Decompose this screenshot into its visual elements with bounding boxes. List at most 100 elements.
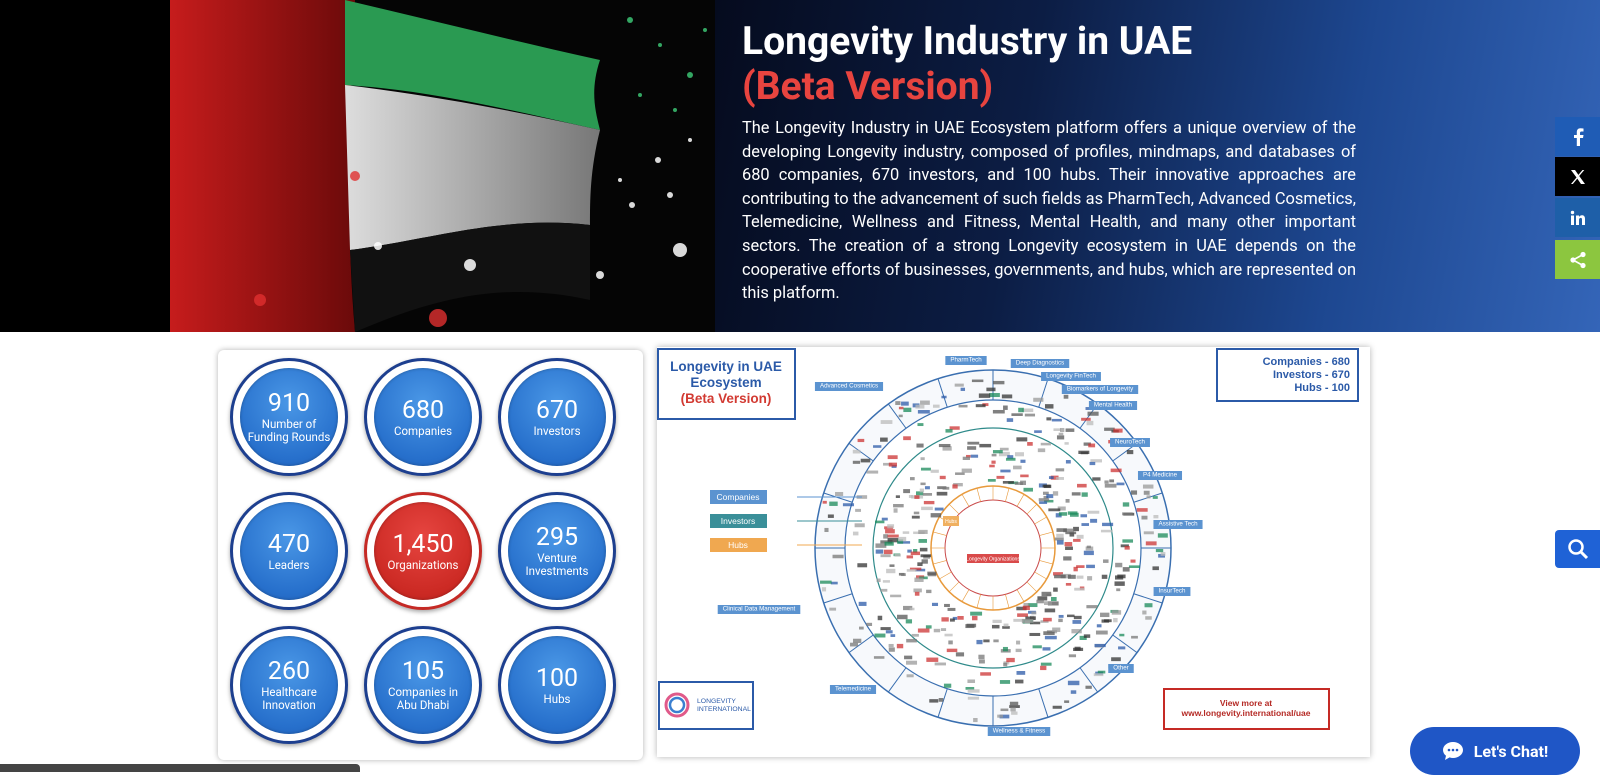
logo-placeholder xyxy=(924,486,930,490)
logo-placeholder xyxy=(1006,657,1015,663)
logo-placeholder xyxy=(1064,542,1073,547)
logo-placeholder xyxy=(931,602,939,607)
logo-placeholder xyxy=(842,503,855,507)
logo-placeholder xyxy=(1015,648,1022,653)
logo-placeholder xyxy=(1085,407,1091,410)
logo-placeholder xyxy=(978,654,985,660)
logo-placeholder xyxy=(1115,562,1123,568)
logo-placeholder xyxy=(1003,662,1008,667)
logo-placeholder xyxy=(885,529,895,534)
logo-placeholder xyxy=(1103,559,1109,563)
stat-circle: 1,450 Organizations xyxy=(364,492,482,610)
logo-placeholder xyxy=(989,393,1000,398)
logo-placeholder xyxy=(920,457,925,461)
logo-placeholder xyxy=(919,547,928,552)
logo-placeholder xyxy=(820,580,832,584)
ecosystem-card[interactable]: Hubs Longevity Organizations PharmTech Deep… xyxy=(657,347,1370,757)
logo-placeholder xyxy=(1065,531,1077,535)
facebook-share[interactable] xyxy=(1555,117,1600,156)
hub-divider xyxy=(961,494,970,507)
logo-placeholder xyxy=(1027,442,1033,446)
logo-placeholder xyxy=(1145,541,1157,546)
logo-placeholder xyxy=(905,660,918,665)
logo-placeholder xyxy=(906,555,914,559)
hub-divider xyxy=(1005,488,1010,502)
logo-placeholder xyxy=(1102,522,1114,527)
logo-placeholder xyxy=(903,407,912,413)
stat-label: Companies xyxy=(393,423,453,438)
logo-placeholder xyxy=(1065,428,1075,432)
logo-placeholder xyxy=(925,625,932,629)
linkedin-share[interactable] xyxy=(1555,198,1600,237)
stat-label: Number of Funding Rounds xyxy=(247,417,331,444)
hub-divider xyxy=(1039,531,1053,536)
stats-card: 910 Number of Funding Rounds 680 Companies 6… xyxy=(218,350,643,760)
logo-placeholder xyxy=(1050,597,1057,602)
category-label: P4 Medicine xyxy=(1143,472,1178,479)
logo-placeholder xyxy=(973,718,978,723)
logo-placeholder xyxy=(1040,662,1052,666)
logo-placeholder xyxy=(1031,611,1037,615)
logo-placeholder xyxy=(1046,417,1052,421)
logo-placeholder xyxy=(957,615,964,620)
logo-placeholder xyxy=(1057,506,1066,511)
logo-placeholder xyxy=(1002,480,1014,484)
logo-placeholder xyxy=(943,683,952,688)
logo-placeholder xyxy=(1087,411,1099,416)
logo-placeholder xyxy=(895,401,901,405)
logo-placeholder xyxy=(944,603,950,608)
logo-placeholder xyxy=(884,541,894,546)
logo-placeholder xyxy=(1024,413,1036,417)
category-box xyxy=(987,727,1051,736)
stat-value: 670 xyxy=(535,395,579,425)
mindmap-title: Ecosystem xyxy=(690,375,761,390)
logo-placeholder xyxy=(910,551,921,556)
logo-placeholder xyxy=(1092,477,1101,481)
logo-placeholder xyxy=(901,573,906,577)
logo-placeholder xyxy=(962,456,970,460)
logo-placeholder xyxy=(980,672,991,676)
logo-placeholder xyxy=(855,508,862,512)
logo-placeholder xyxy=(852,531,859,536)
logo-placeholder xyxy=(1122,567,1130,572)
logo-placeholder xyxy=(915,404,925,409)
logo-placeholder xyxy=(1077,483,1087,488)
logo-placeholder xyxy=(1090,518,1098,523)
logo-placeholder xyxy=(1081,492,1088,497)
logo-placeholder xyxy=(1016,437,1028,442)
category-label: Advanced Cosmetics xyxy=(820,383,878,390)
category-label: PharmTech xyxy=(950,357,982,364)
logo-placeholder xyxy=(1152,496,1158,499)
legend-box xyxy=(710,514,767,528)
logo-placeholder xyxy=(1048,476,1054,479)
logo-placeholder xyxy=(921,506,933,511)
logo-placeholder xyxy=(1067,680,1080,686)
logo-placeholder xyxy=(1080,514,1088,518)
logo-placeholder xyxy=(1065,460,1071,464)
mindmap-title: Longevity in UAE xyxy=(670,359,782,374)
logo-placeholder xyxy=(918,529,928,534)
logo-placeholder xyxy=(940,628,947,632)
hub-divider xyxy=(1016,494,1025,507)
logo-placeholder xyxy=(1016,640,1021,645)
logo-placeholder xyxy=(906,638,917,643)
hub-divider xyxy=(1026,503,1038,515)
logo-placeholder xyxy=(1088,443,1096,448)
chat-button[interactable]: Let's Chat! xyxy=(1410,727,1580,775)
x-share[interactable] xyxy=(1555,157,1600,196)
logo-placeholder xyxy=(1043,495,1049,499)
logo-placeholder xyxy=(1110,468,1122,473)
logo-placeholder xyxy=(953,482,963,487)
zoom-button[interactable] xyxy=(1555,530,1600,568)
logo-placeholder xyxy=(1029,621,1041,625)
stat-inner: 670 Investors xyxy=(508,368,606,466)
logo-placeholder xyxy=(1119,633,1125,637)
logo-placeholder xyxy=(1076,534,1084,539)
logo-placeholder xyxy=(955,472,965,475)
generic-share[interactable] xyxy=(1555,240,1600,279)
logo-placeholder xyxy=(896,643,904,649)
logo-placeholder xyxy=(875,543,887,548)
logo-placeholder xyxy=(1081,417,1091,421)
segment-divider xyxy=(823,593,853,604)
logo-placeholder xyxy=(1051,418,1062,422)
